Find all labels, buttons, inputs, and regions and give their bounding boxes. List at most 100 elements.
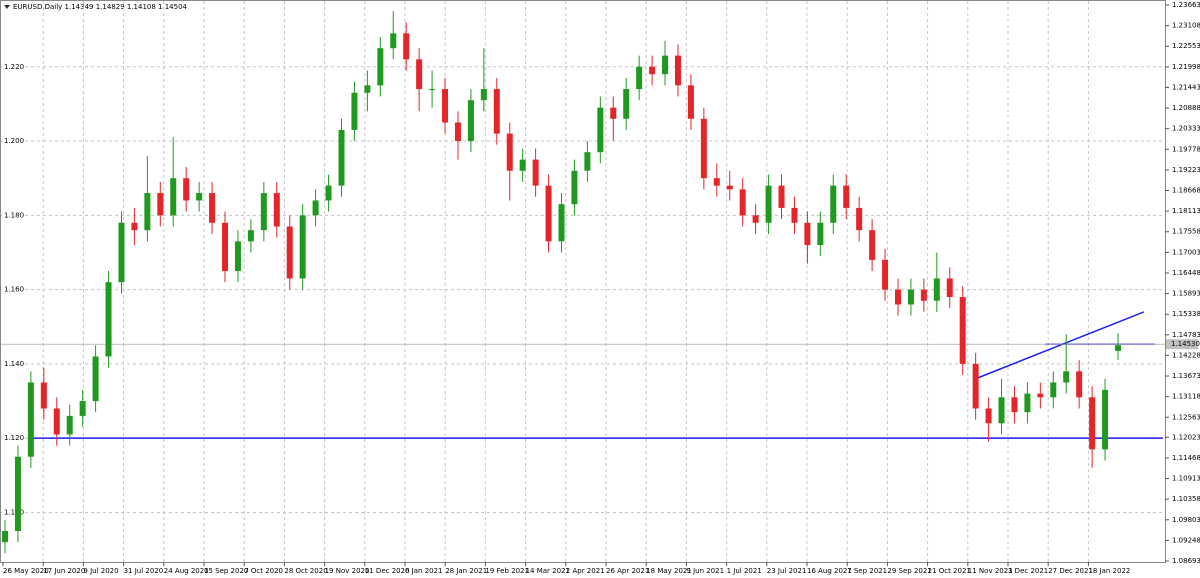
x-tick-label: 7 Oct 2020	[244, 567, 283, 575]
candle-body	[545, 185, 552, 242]
candle-body	[856, 207, 863, 231]
level-label: 1.100	[4, 508, 24, 516]
candle-body	[752, 215, 759, 223]
x-tick-label: 26 May 2020	[3, 567, 49, 575]
y-tick-label: 1.19778	[1172, 145, 1200, 153]
x-tick-label: 6 Jan 2021	[405, 567, 443, 575]
candle-body	[493, 89, 500, 134]
y-tick-label: 1.10358	[1172, 495, 1200, 503]
candle-body	[972, 363, 979, 409]
candle-body	[299, 215, 306, 279]
level-label-bg	[2, 507, 24, 518]
y-tick-label: 1.15338	[1172, 310, 1200, 318]
candle-body	[636, 66, 643, 90]
candle-body	[882, 259, 889, 290]
candle-body	[713, 178, 720, 186]
x-tick-label: 11 Dec 2020	[365, 567, 410, 575]
candle-body	[894, 289, 901, 305]
level-label: 1.220	[4, 63, 24, 71]
candle-body	[778, 185, 785, 208]
candle-body	[1063, 371, 1070, 383]
candle-body	[247, 230, 254, 242]
candle-body	[157, 193, 164, 216]
y-tick-label: 1.11468	[1172, 454, 1200, 462]
candle-body	[1115, 345, 1121, 351]
candle-body	[558, 204, 565, 242]
level-label-bg	[2, 136, 24, 147]
candle-body	[209, 193, 216, 223]
y-tick-label: 1.23108	[1172, 22, 1200, 30]
candle-body	[571, 170, 578, 205]
x-tick-label: 16 Aug 2021	[807, 567, 852, 575]
candle-body	[1024, 393, 1031, 413]
candle-body	[351, 92, 358, 130]
candle-body	[1050, 382, 1057, 398]
candle-body	[959, 297, 966, 364]
candle-body	[1037, 393, 1044, 398]
candle-body	[662, 55, 669, 75]
candle-body	[1011, 397, 1018, 413]
candle-body	[260, 193, 267, 231]
candle-body	[325, 185, 332, 201]
candle-body	[907, 289, 914, 305]
x-tick-label: 9 Jun 2021	[686, 567, 724, 575]
candle-body	[687, 85, 694, 119]
price-tag: 1.14530	[1171, 340, 1200, 348]
x-tick-label: 18 May 2021	[646, 567, 692, 575]
candle-body	[364, 85, 371, 93]
candle-body	[726, 185, 733, 190]
candle-body	[144, 193, 151, 231]
y-tick-label: 1.14783	[1172, 331, 1200, 339]
x-tick-label: 29 Sep 2021	[887, 567, 931, 575]
level-label: 1.160	[4, 286, 24, 294]
y-tick-label: 1.19223	[1172, 166, 1200, 174]
candle-body	[403, 33, 410, 60]
candle-body	[92, 356, 99, 402]
y-tick-label: 1.18113	[1172, 207, 1200, 215]
x-tick-label: 11 Nov 2021	[968, 567, 1013, 575]
candle-body	[946, 278, 953, 298]
candle-body	[817, 222, 824, 246]
y-tick-label: 1.09248	[1172, 536, 1200, 544]
candle-body	[791, 207, 798, 223]
x-tick-label: 17 Jun 2020	[43, 567, 85, 575]
x-tick-label: 23 Jul 2021	[767, 567, 807, 575]
candle-body	[1089, 397, 1096, 450]
candle-body	[610, 107, 617, 119]
candle-body	[14, 456, 21, 532]
candle-body	[234, 241, 241, 272]
candle-body	[467, 100, 474, 142]
x-tick-label: 15 Sep 2020	[204, 567, 248, 575]
candle-body	[442, 89, 449, 123]
candle-body	[196, 193, 203, 201]
x-tick-label: 26 Apr 2021	[606, 567, 649, 575]
y-tick-label: 1.23663	[1172, 1, 1200, 9]
x-tick-label: 2 Apr 2021	[566, 567, 605, 575]
candle-body	[623, 89, 630, 119]
candle-body	[985, 408, 992, 424]
candle-body	[674, 55, 681, 86]
candle-body	[222, 222, 229, 272]
x-tick-label: 1 Jul 2021	[727, 567, 762, 575]
candle-body	[2, 531, 8, 543]
candle-body	[416, 59, 423, 90]
level-label: 1.200	[4, 137, 24, 145]
x-tick-label: 28 Jan 2021	[445, 567, 487, 575]
candle-body	[183, 178, 190, 201]
level-label: 1.180	[4, 211, 24, 219]
y-tick-label: 1.15893	[1172, 290, 1200, 298]
x-tick-label: 28 Oct 2020	[284, 567, 327, 575]
y-tick-label: 1.18668	[1172, 187, 1200, 195]
y-tick-label: 1.21443	[1172, 83, 1200, 91]
candle-body	[118, 222, 125, 283]
menu-arrow[interactable]	[4, 5, 10, 9]
candle-body	[843, 185, 850, 208]
level-label-bg	[2, 210, 24, 221]
y-tick-label: 1.22553	[1172, 42, 1200, 50]
candle-body	[519, 159, 526, 171]
y-tick-label: 1.21998	[1172, 63, 1200, 71]
x-tick-label: 3 Dec 2021	[1008, 567, 1048, 575]
x-tick-label: 19 Nov 2020	[325, 567, 370, 575]
candle-body	[869, 230, 876, 260]
